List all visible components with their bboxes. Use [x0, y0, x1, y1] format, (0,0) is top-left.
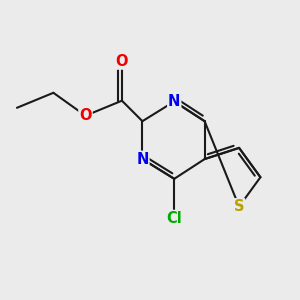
Text: O: O	[79, 108, 92, 123]
Text: Cl: Cl	[167, 211, 182, 226]
Text: S: S	[234, 199, 244, 214]
Text: O: O	[116, 54, 128, 69]
Text: N: N	[168, 94, 181, 109]
Text: N: N	[136, 152, 148, 166]
